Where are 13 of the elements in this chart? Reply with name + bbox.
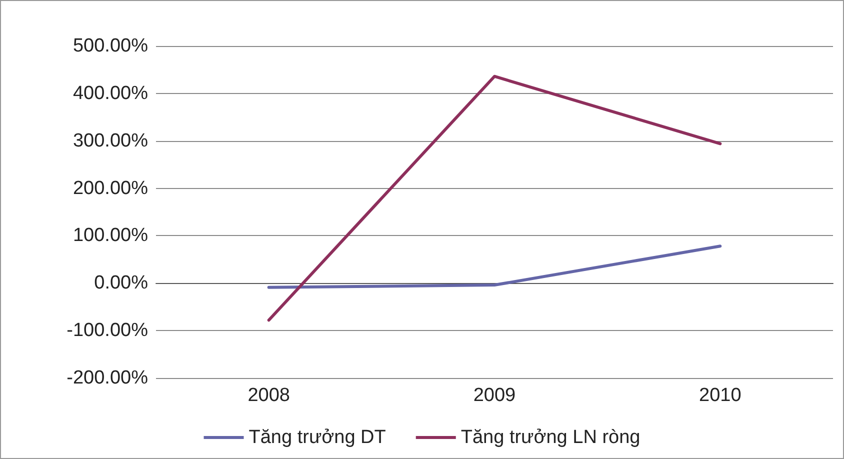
y-tick-label: 100.00% xyxy=(72,225,148,246)
y-tick-label: 300.00% xyxy=(72,130,148,152)
y-tick-label: -100.00% xyxy=(66,320,148,342)
legend-label: Tăng trưởng DT xyxy=(248,427,386,448)
x-tick-label: 2009 xyxy=(473,385,516,406)
y-tick-label: 200.00% xyxy=(72,178,148,199)
y-tick-label: 400.00% xyxy=(72,82,148,104)
x-tick-label: 2008 xyxy=(248,385,290,406)
y-tick-label: -200.00% xyxy=(66,368,148,388)
y-tick-label: 500.00% xyxy=(72,36,148,56)
legend-label: Tăng trưởng LN ròng xyxy=(460,427,640,448)
y-tick-label: 0.00% xyxy=(94,272,148,294)
x-tick-label: 2010 xyxy=(699,385,742,406)
